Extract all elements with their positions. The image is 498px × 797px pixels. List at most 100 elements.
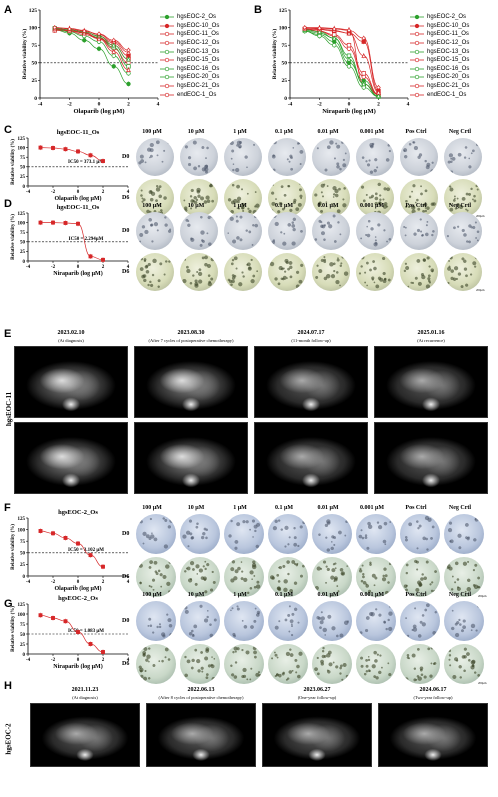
dish-row-label: D0: [122, 154, 130, 160]
data-point: [346, 56, 352, 62]
data-point: [81, 28, 87, 34]
organoid-dish-image: [356, 557, 396, 597]
legend-entry: hgsEOC-12_Os: [160, 39, 219, 48]
organoid-dish-image: [356, 179, 394, 217]
legend-label: endEOC-1_Os: [177, 91, 217, 98]
dish-column-header: Pos Ctrl: [405, 203, 427, 209]
organoid-dish-image: [268, 601, 308, 641]
dish-column-header: Pos Ctrl: [405, 505, 427, 511]
organoid-dish-image: [444, 179, 482, 217]
data-point: [346, 28, 352, 33]
data-point: [101, 257, 105, 262]
data-point: [101, 159, 105, 163]
organoid-dish-image: [400, 601, 440, 641]
panel-label-f: F: [4, 502, 11, 514]
legend-entry: hgsEOC-2_Os: [410, 13, 469, 22]
legend-swatch: [410, 49, 424, 54]
dish-column-header: 100 μM: [142, 203, 162, 209]
data-point: [76, 541, 80, 546]
y-tick-label: 100: [18, 613, 26, 618]
y-axis-label: Relative viability (%): [11, 139, 16, 185]
organoid-dish-image: [312, 644, 352, 684]
x-tick-label: 0: [77, 658, 80, 663]
panel-label-g: G: [4, 598, 13, 610]
y-tick-label: 25: [32, 78, 38, 84]
side-label-h: hgsEOC-2: [4, 723, 13, 755]
y-tick-label: 75: [282, 43, 288, 49]
dish-column-header: Neg Crtl: [448, 203, 472, 209]
dish-column-header: 0.001 μM: [359, 592, 385, 598]
chart-f: 0 25 50 75 100 125 -4 -2 0 2 4 Olaparib (log μM) Rel…: [11, 509, 130, 592]
chart-g: 0 25 50 75 100 125 -4 -2 0 2 4 Niraparib (log μM) Re…: [11, 595, 130, 670]
legend-label: hgsEOC-16_Os: [177, 65, 220, 72]
legend-entry: hgsEOC-20_Os: [410, 73, 469, 82]
scan-note: (One-year follow-up): [297, 695, 337, 700]
legend-label: hgsEOC-12_Os: [427, 40, 470, 47]
x-tick-label: 2: [102, 190, 105, 195]
dish-column-header: 100 μM: [142, 129, 162, 135]
legend-swatch: [410, 83, 424, 89]
data-point: [361, 35, 367, 41]
legend-label: hgsEOC-15_Os: [427, 57, 470, 64]
x-tick-label: 0: [98, 102, 101, 108]
organoid-dish-image: [224, 253, 262, 291]
organoid-dish-image: [400, 514, 440, 554]
scan-date: 2022.06.13: [187, 687, 215, 693]
chart-d: 0 25 50 75 100 125 -4 -2 0 2 4 Niraparib (log μM) Re…: [11, 204, 130, 277]
legend-label: hgsEOC-2_Os: [177, 14, 217, 21]
x-axis-label: Olaparib (log μM): [74, 108, 125, 115]
dish-column-header: Neg Crtl: [448, 129, 472, 135]
organoid-dish-image: [400, 644, 440, 684]
legend-entry: hgsEOC-13_Os: [410, 47, 469, 56]
legend-swatch: [160, 58, 174, 63]
legend-a: hgsEOC-2_Os hgsEOC-10_Os hgsEOC-11_Os hgsEO…: [160, 13, 219, 99]
dish-column-header: 0.1 μM: [274, 592, 294, 598]
organoid-dish-image: [136, 557, 176, 597]
data-point: [302, 25, 308, 30]
y-tick-label: 125: [18, 137, 26, 142]
chart-a: 0 25 50 75 100 125 -4 -2 0 2 4 Olaparib (log μM) Rel…: [21, 8, 160, 115]
organoid-dish-image: [444, 601, 484, 641]
organoid-dish-image: [312, 514, 352, 554]
data-point: [111, 42, 117, 48]
organoid-dish-image: [356, 212, 394, 250]
data-point: [332, 43, 337, 48]
data-point: [111, 64, 116, 69]
dish-column-header: 1 μM: [233, 203, 247, 209]
x-tick-label: 2: [127, 102, 130, 108]
organoid-dish-image: [400, 253, 438, 291]
x-tick-label: 0: [348, 102, 351, 108]
data-point: [111, 37, 117, 43]
x-tick-label: 2: [102, 580, 105, 585]
x-tick-label: -4: [288, 102, 293, 108]
data-point: [317, 29, 322, 34]
organoid-dish-image: [400, 557, 440, 597]
medical-scan-image: [254, 422, 368, 494]
organoid-dish-image: [180, 557, 220, 597]
organoid-dish-image: [224, 514, 264, 554]
data-point: [346, 43, 352, 48]
organoid-dish-image: [180, 179, 218, 217]
organoid-dish-image: [312, 557, 352, 597]
legend-label: hgsEOC-2_Os: [427, 14, 467, 21]
scale-bar: 200μm: [478, 594, 487, 598]
data-point: [88, 153, 93, 158]
data-point: [67, 26, 72, 32]
legend-entry: hgsEOC-2_Os: [160, 13, 219, 22]
data-point: [82, 38, 87, 43]
data-point: [63, 619, 68, 624]
legend-swatch: [410, 58, 424, 63]
y-tick-label: 50: [32, 61, 38, 67]
x-tick-label: -2: [317, 102, 322, 108]
organoid-dish-image: [136, 179, 174, 217]
legend-entry: hgsEOC-13_Os: [160, 47, 219, 56]
medical-scan-image: [262, 703, 372, 767]
series-line: [304, 29, 379, 97]
organoid-dish-image: [444, 557, 484, 597]
series-line: [304, 30, 379, 97]
dish-column-header: Pos Ctrl: [405, 592, 427, 598]
legend-label: hgsEOC-10_Os: [427, 22, 470, 29]
scale-bar: 200μm: [476, 214, 485, 218]
organoid-dish-image: [356, 601, 396, 641]
series-line: [54, 29, 129, 85]
